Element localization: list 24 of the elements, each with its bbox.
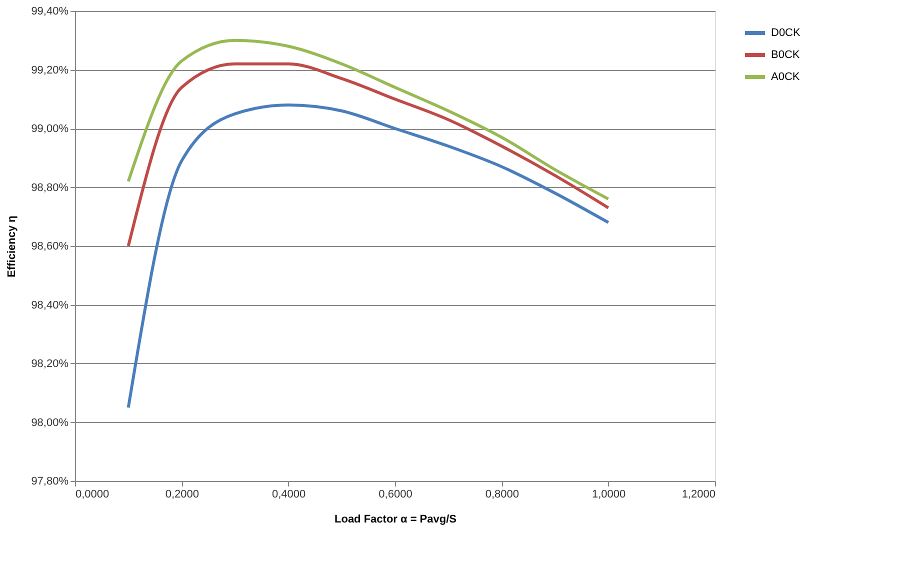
y-tick-label: 99,20% — [31, 64, 69, 76]
y-tick-label: 99,40% — [31, 6, 69, 18]
y-tick-label: 99,00% — [31, 123, 69, 135]
x-tick-label: 0,0000 — [76, 488, 110, 500]
x-tick-label: 0,6000 — [378, 488, 412, 500]
y-axis-title: Efficiency η — [6, 215, 18, 278]
line-series — [126, 62, 610, 248]
x-tick-label: 1,2000 — [682, 488, 716, 500]
x-tick-label: 0,2000 — [165, 488, 199, 500]
y-tick-label: 98,00% — [31, 416, 69, 429]
y-tick-label: 97,80% — [31, 476, 69, 488]
y-tick-label: 98,60% — [31, 240, 69, 252]
x-axis-title: Load Factor α = Pavg/S — [334, 514, 456, 526]
x-tick-label: 1,0000 — [592, 488, 626, 500]
line-series — [126, 38, 610, 200]
legend-label: D0CK — [771, 27, 802, 39]
x-tick-label: 0,8000 — [485, 488, 519, 500]
legend-label: A0CK — [771, 71, 800, 83]
legend-label: B0CK — [771, 49, 800, 61]
line-series — [126, 104, 610, 410]
y-tick-label: 98,20% — [31, 358, 69, 370]
x-tick-label: 0,4000 — [272, 488, 306, 500]
y-tick-label: 98,80% — [31, 182, 69, 194]
y-tick-label: 98,40% — [31, 299, 69, 312]
